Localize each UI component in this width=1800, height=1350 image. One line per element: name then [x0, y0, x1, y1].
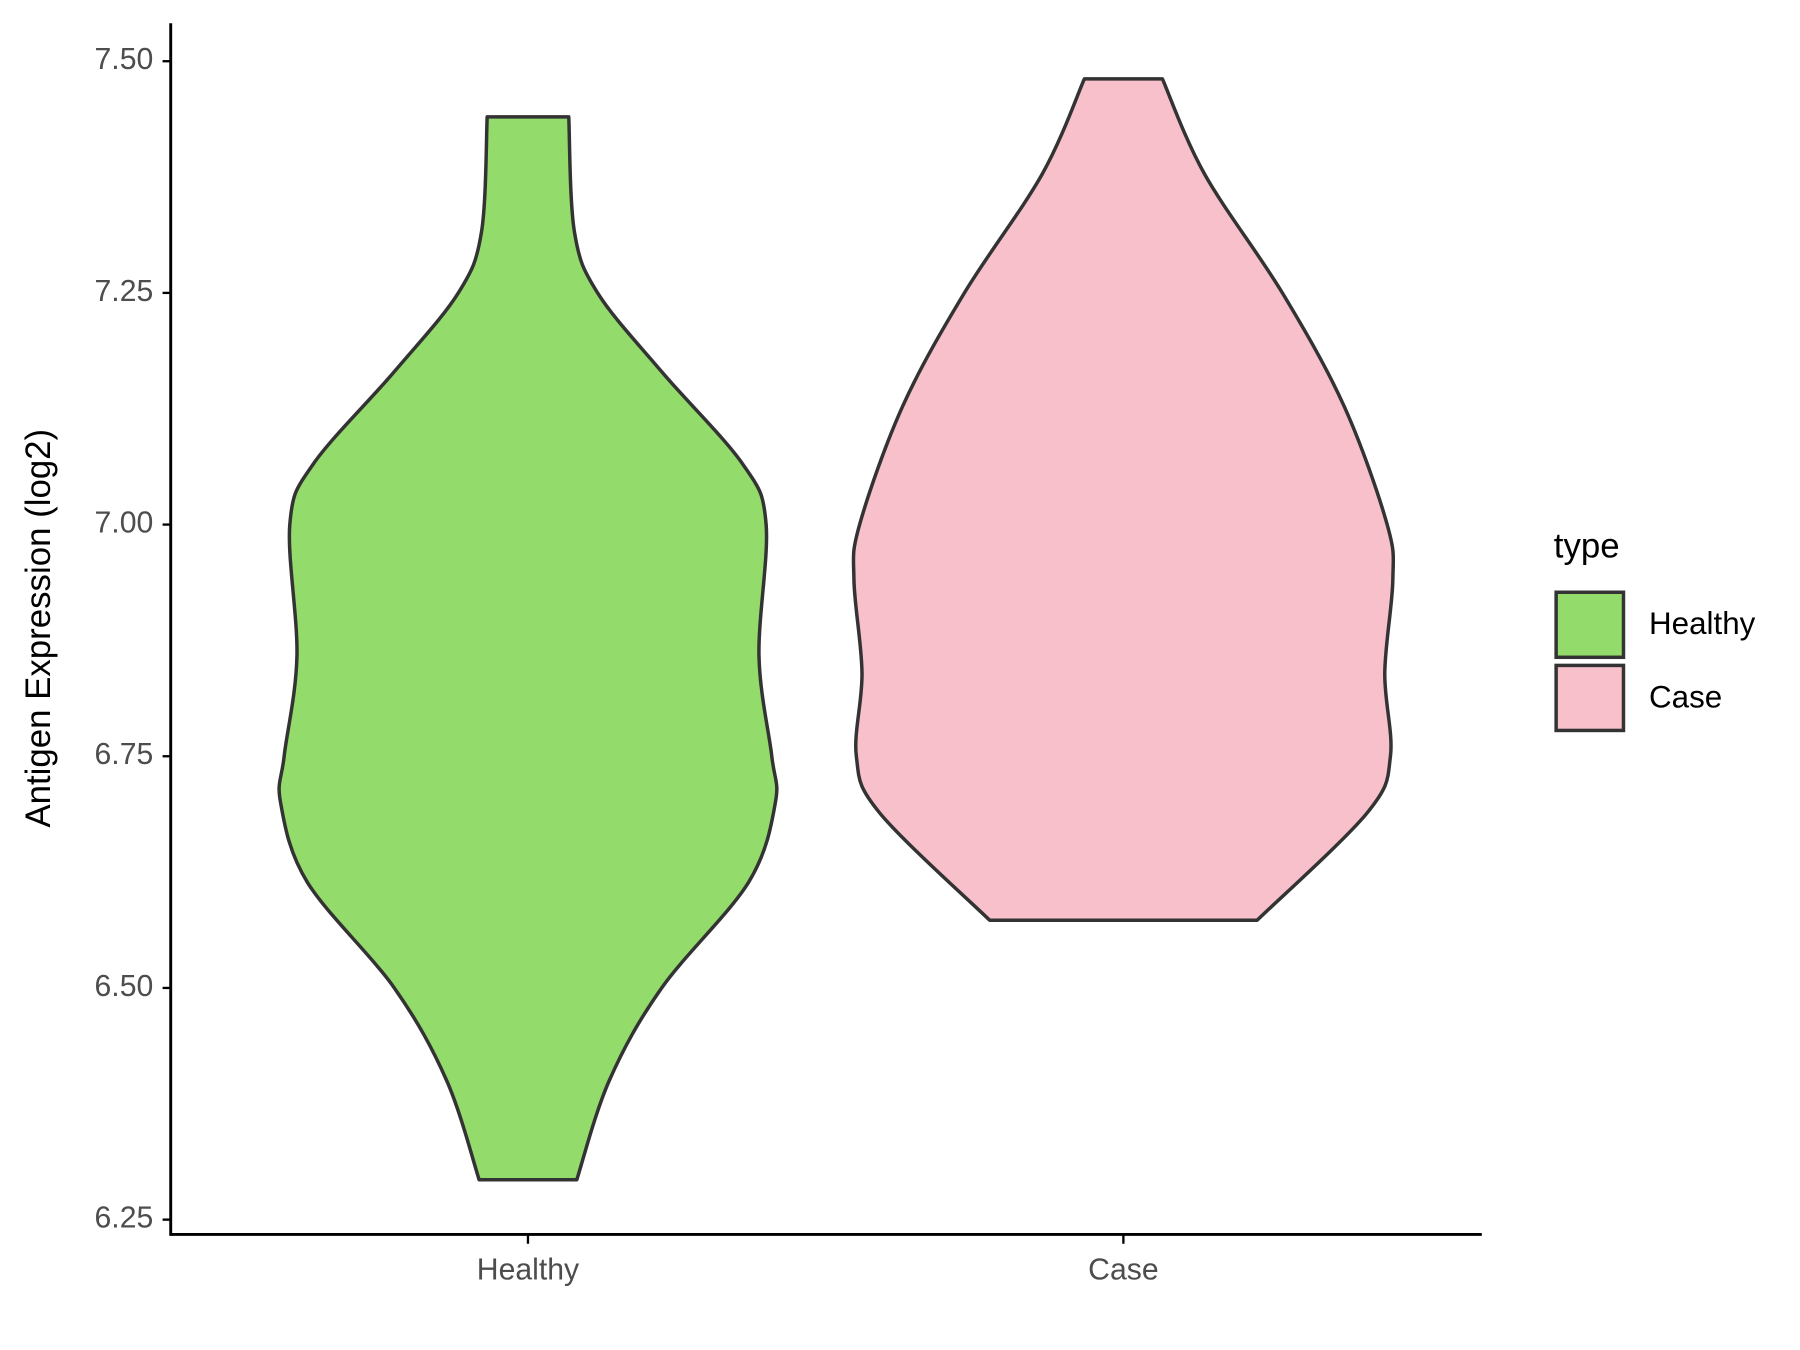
legend-swatch [1554, 663, 1626, 733]
y-axis-title: Antigen Expression (log2) [19, 429, 58, 828]
y-tick-label: 7.00 [95, 507, 154, 540]
violin [277, 115, 779, 1182]
legend-title: type [1554, 526, 1620, 565]
legend-label: Case [1649, 679, 1722, 714]
legend-swatch [1554, 590, 1626, 660]
x-tick-label: Healthy [477, 1254, 580, 1287]
y-tick-label: 7.25 [95, 275, 154, 308]
y-tick-label: 7.50 [95, 43, 154, 76]
legend-label: Healthy [1649, 606, 1756, 641]
x-tick-label: Case [1088, 1254, 1158, 1287]
y-tick-label: 6.25 [95, 1202, 154, 1235]
y-tick-label: 6.75 [95, 738, 154, 771]
violin [851, 77, 1396, 923]
y-tick-label: 6.50 [95, 970, 154, 1003]
